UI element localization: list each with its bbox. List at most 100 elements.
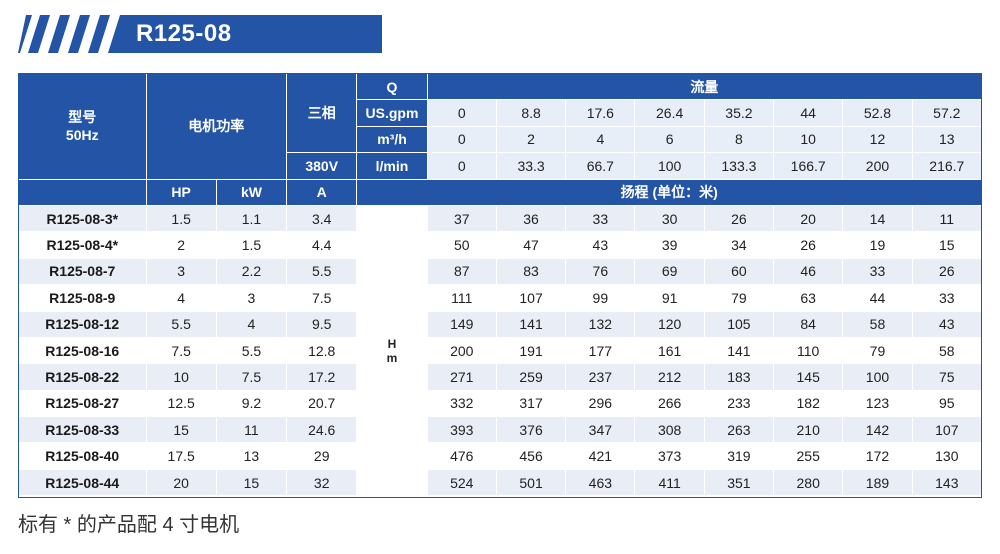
flow-cell: 13	[911, 125, 983, 154]
head-cell: 182	[773, 389, 844, 418]
model-cell: R125-08-12	[18, 310, 147, 338]
hp-cell: 7.5	[145, 336, 217, 365]
head-cell: 26	[911, 257, 983, 286]
head-cell: 233	[703, 389, 775, 418]
head-cell: 141	[495, 310, 567, 338]
kw-cell: 5.5	[215, 336, 288, 365]
head-cell: 36	[495, 204, 567, 233]
kw-cell: 1.5	[215, 231, 288, 259]
kw-cell: 15	[215, 468, 288, 497]
head-cell: 271	[426, 363, 497, 391]
head-cell: 33	[842, 257, 913, 286]
hp-cell: 20	[145, 468, 217, 497]
table-row: R125-08-7 3 2.2 5.5 87 83 76 69 60 46 33 26	[18, 257, 983, 286]
flow-cell: 0	[426, 125, 497, 154]
flow-cell: 44	[773, 99, 844, 127]
banner-shape	[18, 15, 382, 53]
head-cell: 47	[495, 231, 567, 259]
head-cell: 120	[634, 310, 705, 338]
flow-cell: 200	[842, 152, 913, 180]
flow-cell: 35.2	[703, 99, 775, 127]
head-cell: 30	[634, 204, 705, 233]
head-cell: 266	[634, 389, 705, 418]
head-cell: 43	[565, 231, 636, 259]
table-row: R125-08-27 12.5 9.2 20.7 332 317 296 266 233 182 1…	[18, 389, 983, 418]
amp-cell: 3.4	[286, 204, 358, 233]
head-cell: 376	[495, 416, 567, 444]
table-row: R125-08-22 10 7.5 17.2 271 259 237 212 183 145 100…	[18, 363, 983, 391]
voltage-header: 380V	[286, 152, 358, 180]
head-cell: 411	[634, 468, 705, 497]
head-cell: 351	[703, 468, 775, 497]
head-cell: 43	[911, 310, 983, 338]
head-cell: 189	[842, 468, 913, 497]
head-cell: 84	[773, 310, 844, 338]
head-cell: 161	[634, 336, 705, 365]
head-cell: 33	[911, 284, 983, 312]
model-cell: R125-08-33	[18, 416, 147, 444]
head-cell: 58	[911, 336, 983, 365]
flow-cell: 10	[773, 125, 844, 154]
head-cell: 476	[426, 442, 497, 470]
table-row: R125-08-16 7.5 5.5 12.8 200 191 177 161 141 110 79…	[18, 336, 983, 365]
blank-header	[18, 178, 147, 206]
table-row: R125-08-40 17.5 13 29 476 456 421 373 319 255 172 1…	[18, 442, 983, 470]
table-row: R125-08-4* 2 1.5 4.4 50 47 43 39 34 26 19 15	[18, 231, 983, 259]
head-cell: 99	[565, 284, 636, 312]
head-cell: 83	[495, 257, 567, 286]
head-cell: 20	[773, 204, 844, 233]
head-cell: 421	[565, 442, 636, 470]
head-cell: 255	[773, 442, 844, 470]
unit-lmin: l/min	[356, 152, 428, 180]
head-cell: 280	[773, 468, 844, 497]
kw-cell: 7.5	[215, 363, 288, 391]
head-cell: 373	[634, 442, 705, 470]
head-cell: 393	[426, 416, 497, 444]
hp-cell: 17.5	[145, 442, 217, 470]
amp-cell: 24.6	[286, 416, 358, 444]
hp-cell: 5.5	[145, 310, 217, 338]
kw-cell: 13	[215, 442, 288, 470]
head-cell: 332	[426, 389, 497, 418]
head-cell: 100	[842, 363, 913, 391]
model-cell: R125-08-3*	[18, 204, 147, 233]
head-cell: 177	[565, 336, 636, 365]
head-cell: 191	[495, 336, 567, 365]
head-cell: 296	[565, 389, 636, 418]
flow-cell: 0	[426, 99, 497, 127]
head-cell: 110	[773, 336, 844, 365]
head-cell: 37	[426, 204, 497, 233]
flow-cell: 100	[634, 152, 705, 180]
model-cell: R125-08-44	[18, 468, 147, 497]
model-cell: R125-08-22	[18, 363, 147, 391]
head-cell: 142	[842, 416, 913, 444]
head-cell: 14	[842, 204, 913, 233]
head-cell: 91	[634, 284, 705, 312]
head-cell: 132	[565, 310, 636, 338]
head-cell: 143	[911, 468, 983, 497]
q-header: Q	[356, 72, 428, 101]
flow-cell: 26.4	[634, 99, 705, 127]
head-cell: 46	[773, 257, 844, 286]
head-cell: 50	[426, 231, 497, 259]
head-cell: 524	[426, 468, 497, 497]
amp-cell: 20.7	[286, 389, 358, 418]
title-banner: R125-08	[18, 15, 382, 53]
model-cell: R125-08-9	[18, 284, 147, 312]
page-title: R125-08	[136, 20, 232, 47]
hp-header: HP	[145, 178, 217, 206]
head-cell: 111	[426, 284, 497, 312]
head-cell: 69	[634, 257, 705, 286]
kw-cell: 4	[215, 310, 288, 338]
head-cell: 141	[703, 336, 775, 365]
hp-cell: 2	[145, 231, 217, 259]
kw-cell: 11	[215, 416, 288, 444]
head-cell: 95	[911, 389, 983, 418]
flow-cell: 2	[495, 125, 567, 154]
hp-cell: 3	[145, 257, 217, 286]
head-cell: 107	[911, 416, 983, 444]
model-cell: R125-08-27	[18, 389, 147, 418]
head-cell: 33	[565, 204, 636, 233]
